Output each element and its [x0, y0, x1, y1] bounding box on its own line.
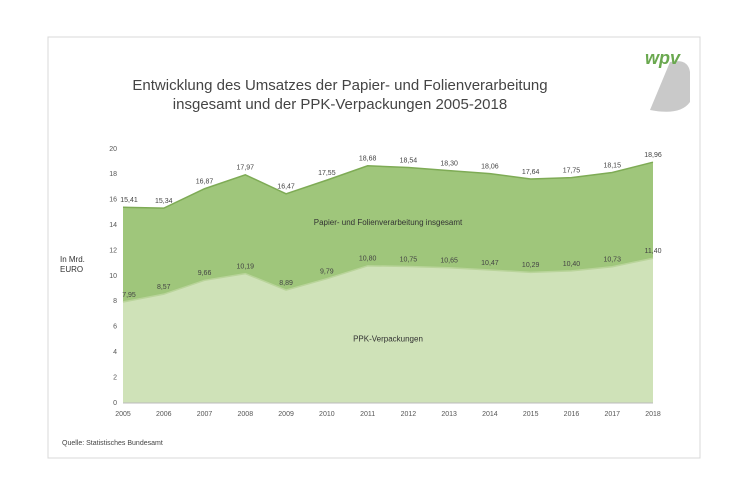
area-line [122, 257, 654, 303]
value-label: 17,97 [237, 165, 255, 172]
x-tick-label: 2007 [197, 411, 213, 418]
value-label: 10,65 [440, 258, 458, 265]
value-label: 9,66 [198, 270, 212, 277]
series-label: Papier- und Folienverarbeitung insgesamt [314, 218, 463, 227]
value-label: 8,89 [279, 280, 293, 287]
y-tick-label: 6 [113, 324, 117, 331]
x-tick-label: 2013 [441, 411, 457, 418]
y-tick-label: 2 [113, 374, 117, 381]
value-label: 10,73 [603, 257, 621, 264]
value-label: 16,47 [277, 184, 295, 191]
value-label: 18,54 [400, 157, 418, 164]
x-tick-label: 2017 [604, 411, 620, 418]
value-label: 10,80 [359, 256, 377, 263]
series-label: PPK-Verpackungen [353, 335, 423, 344]
y-tick-label: 12 [109, 247, 117, 254]
value-label: 10,29 [522, 262, 540, 269]
value-label: 18,06 [481, 163, 499, 170]
y-tick-label: 14 [109, 222, 117, 229]
value-label: 10,40 [563, 261, 581, 268]
value-label: 18,68 [359, 156, 377, 163]
value-label: 10,19 [237, 263, 255, 270]
x-tick-label: 2012 [401, 411, 417, 418]
y-tick-label: 8 [113, 298, 117, 305]
value-label: 10,47 [481, 260, 499, 267]
value-label: 16,87 [196, 179, 214, 186]
value-label: 15,34 [155, 198, 173, 205]
value-label: 11,40 [645, 248, 662, 255]
value-label: 17,64 [522, 169, 540, 176]
area-fill [123, 258, 653, 403]
chart-title: Entwicklung des Umsatzes der Papier- und… [132, 77, 548, 113]
x-tick-label: 2010 [319, 411, 335, 418]
logo: wpv [645, 48, 681, 68]
x-tick-label: 2009 [278, 411, 294, 418]
x-tick-label: 2008 [238, 411, 254, 418]
x-tick-label: 2015 [523, 411, 539, 418]
area-line [122, 161, 654, 209]
x-tick-label: 2014 [482, 411, 498, 418]
value-label: 10,75 [400, 256, 418, 263]
x-tick-label: 2016 [564, 411, 580, 418]
y-tick-label: 10 [109, 273, 117, 280]
value-label: 17,55 [318, 170, 336, 177]
x-tick-label: 2011 [360, 411, 375, 418]
y-tick-label: 18 [109, 171, 117, 178]
value-label: 18,96 [644, 152, 662, 159]
value-label: 8,57 [157, 284, 171, 291]
y-axis-label: In Mrd. EURO [60, 255, 85, 274]
source: Quelle: Statistisches Bundesamt [62, 440, 163, 447]
logo-shape [650, 61, 690, 112]
x-tick-label: 2018 [645, 411, 661, 418]
x-tick-label: 2005 [115, 411, 131, 418]
value-label: 9,79 [320, 269, 334, 276]
value-label: 17,75 [563, 167, 581, 174]
value-label: 18,30 [440, 160, 458, 167]
y-tick-label: 20 [109, 146, 117, 153]
value-label: 15,41 [120, 197, 138, 204]
value-label: 18,15 [603, 162, 621, 169]
y-tick-label: 4 [113, 349, 117, 356]
y-tick-label: 16 [109, 197, 117, 204]
value-label: 7,95 [122, 292, 136, 299]
x-tick-label: 2006 [156, 411, 172, 418]
y-tick-label: 0 [113, 400, 117, 407]
